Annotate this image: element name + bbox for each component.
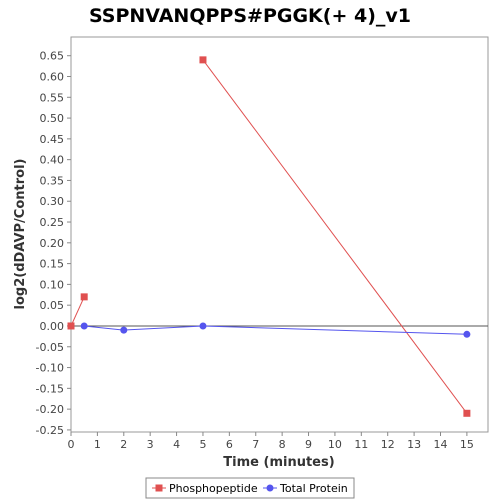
- series-line-total-protein: [84, 325, 467, 335]
- x-tick-label: 9: [305, 438, 312, 451]
- data-point-phosphopeptide: [463, 409, 471, 417]
- x-tick-label: 3: [147, 438, 154, 451]
- x-tick-label: 4: [173, 438, 180, 451]
- y-tick-label: 0.60: [40, 71, 65, 84]
- y-tick-label: -0.10: [36, 362, 64, 375]
- plot-area: [70, 36, 489, 433]
- y-tick-label: -0.25: [36, 424, 64, 437]
- y-tick-label: 0.65: [40, 50, 65, 63]
- series-line-phosphopeptide: [70, 296, 85, 327]
- data-point-phosphopeptide: [80, 293, 88, 301]
- data-point-total-protein: [80, 322, 88, 330]
- x-tick-label: 1: [94, 438, 101, 451]
- x-tick-label: 13: [407, 438, 421, 451]
- legend-item-phosphopeptide: Phosphopeptide: [152, 482, 258, 495]
- series-layer: [67, 56, 471, 417]
- data-point-phosphopeptide: [67, 322, 75, 330]
- y-tick-label: 0.00: [40, 320, 65, 333]
- x-axis-label: Time (minutes): [223, 455, 334, 470]
- data-point-phosphopeptide: [199, 56, 207, 64]
- y-tick-label: 0.25: [40, 216, 65, 229]
- y-tick-label: 0.15: [40, 258, 65, 271]
- y-tick-label: -0.05: [36, 341, 64, 354]
- x-tick-label: 11: [354, 438, 368, 451]
- x-tick-label: 8: [279, 438, 286, 451]
- y-tick-label: 0.35: [40, 174, 65, 187]
- x-tick-label: 7: [252, 438, 259, 451]
- series-line-phosphopeptide: [202, 59, 468, 414]
- y-tick-label: -0.15: [36, 382, 64, 395]
- y-tick-label: 0.45: [40, 133, 65, 146]
- x-axis: 0 1 2 3 4 5 6 7 8 9 10 11 12 13 14 15: [68, 432, 474, 451]
- y-axis: -0.25 -0.20 -0.15 -0.10 -0.05 0.00 0.05 0.10 0.1…: [36, 50, 71, 437]
- y-tick-label: 0.30: [40, 195, 65, 208]
- legend-marker-total-protein: [266, 484, 274, 492]
- y-tick-label: -0.20: [36, 403, 64, 416]
- y-tick-label: 0.50: [40, 112, 65, 125]
- legend-box: [145, 477, 355, 499]
- y-tick-label: 0.05: [40, 299, 65, 312]
- data-point-total-protein: [120, 326, 128, 334]
- y-tick-label: 0.20: [40, 237, 65, 250]
- y-tick-label: 0.55: [40, 91, 65, 104]
- legend-items: Phosphopeptide Total Protein: [152, 482, 348, 495]
- y-tick-label: 0.10: [40, 278, 65, 291]
- data-point-total-protein: [463, 330, 471, 338]
- legend-label-phosphopeptide: Phosphopeptide: [169, 482, 258, 495]
- x-tick-label: 6: [226, 438, 233, 451]
- x-tick-label: 2: [120, 438, 127, 451]
- series-total-protein: [80, 322, 471, 338]
- x-tick-label: 15: [460, 438, 474, 451]
- series-phosphopeptide: [67, 56, 471, 417]
- legend: Phosphopeptide Total Protein: [145, 477, 355, 499]
- legend-label-total-protein: Total Protein: [279, 482, 348, 495]
- data-point-total-protein: [199, 322, 207, 330]
- legend-marker-phosphopeptide: [155, 484, 163, 492]
- x-tick-label: 12: [381, 438, 395, 451]
- x-tick-label: 5: [199, 438, 206, 451]
- chart-title: SSPNVANQPPS#PGGK(+ 4)_v1: [89, 5, 411, 27]
- y-tick-label: 0.40: [40, 154, 65, 167]
- x-tick-label: 0: [68, 438, 75, 451]
- x-tick-label: 14: [433, 438, 447, 451]
- y-axis-label: log2(dDAVP/Control): [13, 159, 28, 310]
- x-tick-label: 10: [328, 438, 342, 451]
- legend-item-total-protein: Total Protein: [263, 482, 348, 495]
